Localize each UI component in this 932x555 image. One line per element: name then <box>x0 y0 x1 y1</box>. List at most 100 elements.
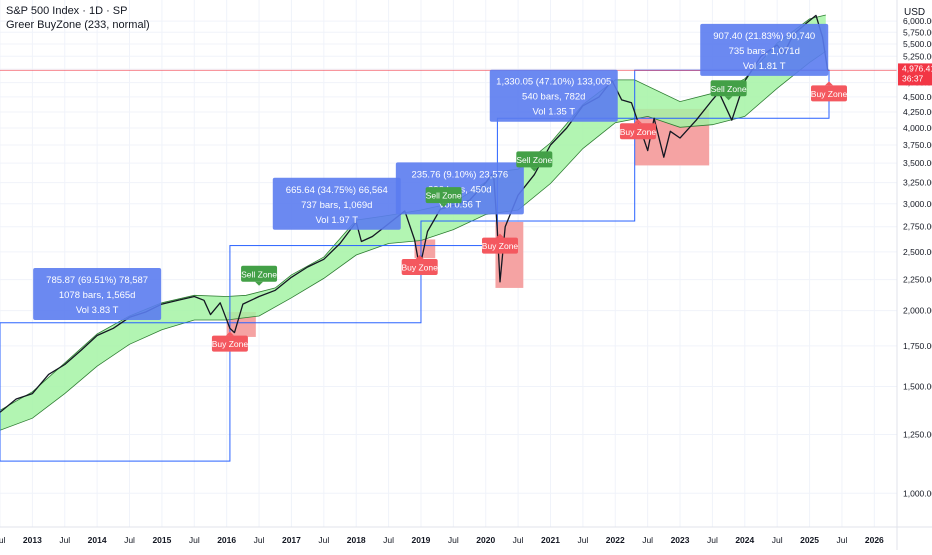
sell-zone-label-bg <box>710 80 747 97</box>
x-tick-label: 2014 <box>88 535 107 545</box>
y-tick-label: 4,000.00 <box>903 123 932 133</box>
y-tick-label: 3,250.00 <box>903 178 932 188</box>
buy-zone-label-bg <box>810 85 847 102</box>
time-axis[interactable]: Jul 2013 Jul 2014 Jul 2015 Jul 2016 Jul 2017 Jul 20… <box>0 526 932 545</box>
sell-zone-pointer <box>255 281 264 286</box>
sell-zone-label-bg <box>425 187 462 204</box>
y-tick-label: 1,500.00 <box>903 381 932 391</box>
x-tick-label: Jul <box>577 535 588 545</box>
measurement-line: Vol 3.83 T <box>76 305 119 316</box>
buy-zone-pointer <box>633 119 642 124</box>
buy-zone-pointer <box>824 81 833 86</box>
buy-zone-label-bg <box>481 237 518 254</box>
x-tick-label: Jul <box>124 535 135 545</box>
buy-zone-label: Buy Zone <box>482 241 519 251</box>
indicator-title[interactable]: Greer BuyZone (233, normal) <box>6 19 150 31</box>
x-tick-label: 2025 <box>800 535 819 545</box>
y-tick-label: 5,750.00 <box>903 27 932 37</box>
measurement-line: Vol 0.56 T <box>439 199 482 210</box>
buy-zone-pointer <box>225 331 234 336</box>
measurement-box <box>272 177 401 230</box>
sell-zone-label: Sell Zone <box>241 269 277 279</box>
buy-zone-label-bg <box>619 123 656 140</box>
measurement-line: 735 bars, 1,071d <box>729 46 800 57</box>
y-tick-label: 2,500.00 <box>903 247 932 257</box>
measurement-line: 1078 bars, 1,565d <box>59 290 136 301</box>
buy-zone-pointer <box>495 233 504 238</box>
y-tick-label: 2,250.00 <box>903 275 932 285</box>
buy-zone-label-bg <box>211 335 248 352</box>
sell-zone-label: Sell Zone <box>516 155 552 165</box>
buy-zone-pointer <box>415 255 424 260</box>
x-tick-label: 2023 <box>671 535 690 545</box>
bar-countdown: 36:37 <box>902 73 924 83</box>
y-tick-label: 2,750.00 <box>903 222 932 232</box>
last-price-tag: 4,976.41 36:37 <box>898 63 932 86</box>
y-tick-label: 3,000.00 <box>903 199 932 209</box>
sell-zone-label: Sell Zone <box>426 191 462 201</box>
y-tick-label: 1,250.00 <box>903 430 932 440</box>
x-tick-label: 2026 <box>865 535 884 545</box>
last-price-value: 4,976.41 <box>902 63 932 73</box>
y-tick-label: 1,750.00 <box>903 341 932 351</box>
range-box <box>229 245 422 324</box>
x-tick-label: Jul <box>642 535 653 545</box>
band-fill <box>0 15 826 431</box>
measurement-line: 907.40 (21.83%) 90,740 <box>713 31 815 42</box>
buy-zone-label: Buy Zone <box>401 263 438 273</box>
x-tick-label: Jul <box>383 535 394 545</box>
measurement-box <box>489 69 618 122</box>
greer-buyzone-band <box>0 14 827 431</box>
x-tick-label: Jul <box>0 535 6 545</box>
buy-zone-label: Buy Zone <box>811 89 848 99</box>
x-tick-label: 2024 <box>735 535 754 545</box>
sell-zone-label-bg <box>241 265 278 282</box>
currency-label: USD <box>904 7 925 18</box>
x-tick-label: Jul <box>189 535 200 545</box>
y-tick-label: 3,500.00 <box>903 158 932 168</box>
x-tick-label: Jul <box>318 535 329 545</box>
measurement-line: 540 bars, 782d <box>522 92 585 103</box>
x-tick-label: Jul <box>254 535 265 545</box>
symbol-title[interactable]: S&P 500 Index · 1D · SP <box>6 5 128 17</box>
sell-zone-label: Sell Zone <box>711 84 747 94</box>
y-tick-label: 4,250.00 <box>903 107 932 117</box>
x-tick-label: 2013 <box>23 535 42 545</box>
measurement-line: Vol 1.35 T <box>532 107 575 118</box>
x-tick-label: 2017 <box>282 535 301 545</box>
y-tick-label: 1,000.00 <box>903 488 932 498</box>
y-tick-label: 6,000.00 <box>903 16 932 26</box>
sell-zone-label-bg <box>516 151 553 168</box>
x-tick-label: 2015 <box>152 535 171 545</box>
y-tick-label: 5,250.00 <box>903 51 932 61</box>
sell-zone-pointer <box>439 203 448 208</box>
y-tick-label: 4,500.00 <box>903 92 932 102</box>
sell-zone-pointer <box>724 96 733 101</box>
measurement-line: 235.76 (9.10%) 23,576 <box>412 169 509 180</box>
x-tick-label: 2020 <box>476 535 495 545</box>
buy-zone-label: Buy Zone <box>212 339 249 349</box>
x-tick-label: 2019 <box>412 535 431 545</box>
x-tick-label: Jul <box>513 535 524 545</box>
sell-zone-pointer <box>530 167 539 172</box>
x-tick-label: 2016 <box>217 535 236 545</box>
zone-labels: Sell Zone Buy Zone Buy Zone Sell Zone Buy Zo… <box>211 80 848 352</box>
measurement-line: Vol 1.81 T <box>743 61 786 72</box>
measurement-line: 665.64 (34.75%) 66,564 <box>286 185 388 196</box>
measurement-line: 785.87 (69.51%) 78,587 <box>46 275 148 286</box>
measurement-line: 737 bars, 1,069d <box>301 200 372 211</box>
measurement-line: Vol 1.97 T <box>315 215 358 226</box>
measurement-box <box>33 268 162 321</box>
x-tick-label: Jul <box>772 535 783 545</box>
buy-zone-label: Buy Zone <box>620 127 657 137</box>
measurement-line: 1,330.05 (47.10%) 133,005 <box>496 77 611 88</box>
x-tick-label: 2021 <box>541 535 560 545</box>
x-tick-label: Jul <box>707 535 718 545</box>
range-box <box>0 322 231 462</box>
x-tick-label: 2018 <box>347 535 366 545</box>
y-tick-label: 2,000.00 <box>903 306 932 316</box>
x-tick-label: 2022 <box>606 535 625 545</box>
x-tick-label: Jul <box>837 535 848 545</box>
